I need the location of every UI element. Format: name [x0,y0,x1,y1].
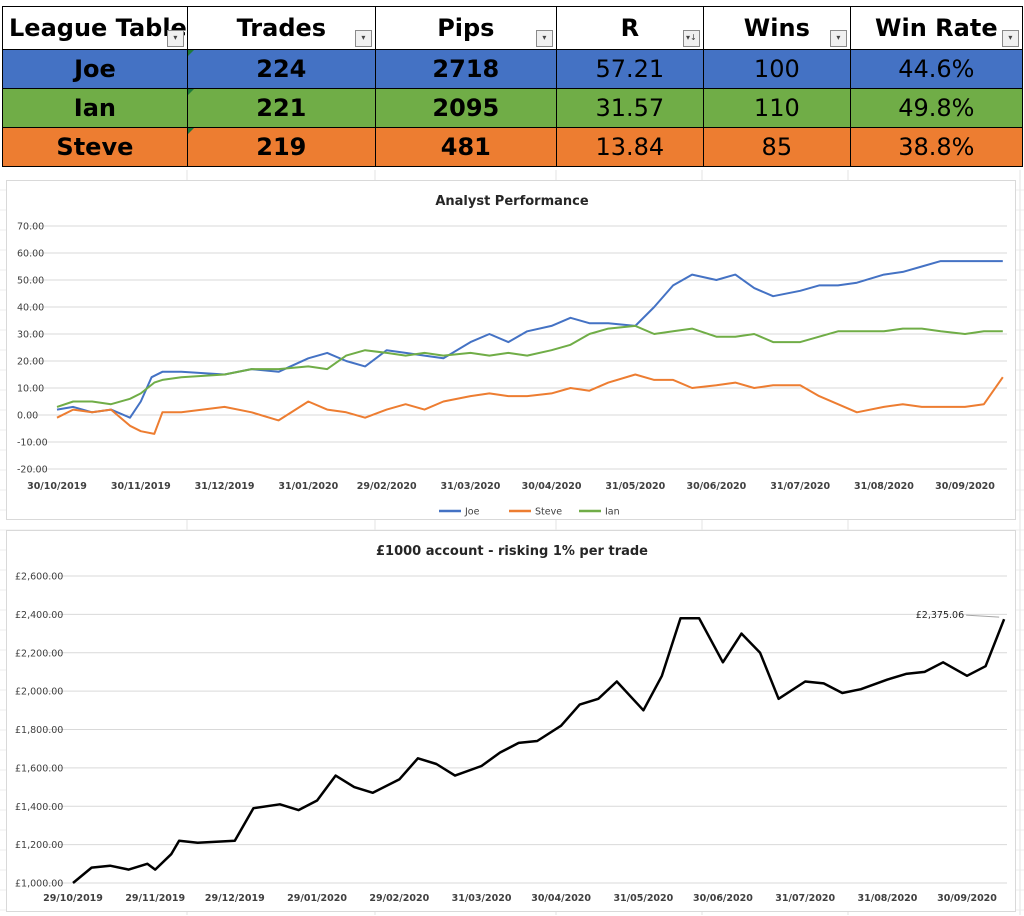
x-tick-label: 31/07/2020 [775,893,835,904]
account-balance-chart[interactable]: £1000 account - risking 1% per trade £2,6… [6,530,1016,912]
series-line-joe [56,260,1003,419]
cell-r[interactable]: 13.84 [555,127,704,167]
y-tick-label: £2,000.00 [15,687,63,698]
series-line-steve [56,373,1004,435]
cell-name[interactable]: Ian [2,88,188,128]
cell-trades[interactable]: 219 [186,127,376,167]
annotation-label: £2,375.06 [916,610,964,621]
account-balance-plot: £1000 account - risking 1% per trade £2,6… [15,544,1007,904]
cell-pips[interactable]: 2718 [374,49,557,89]
x-tick-label: 30/06/2020 [686,481,746,492]
x-tick-label: 30/11/2019 [111,481,171,492]
cell-trades[interactable]: 224 [186,49,376,89]
cell-wins[interactable]: 110 [702,88,851,128]
filter-dropdown-icon[interactable]: ▾ [535,30,553,47]
annotation-leader [966,614,1000,618]
x-tick-label: 31/07/2020 [770,481,830,492]
x-tick-label: 31/05/2020 [613,893,673,904]
chart-title: £1000 account - risking 1% per trade [376,544,648,559]
analyst-performance-chart[interactable]: Analyst Performance 70.00 60.00 50.00 40.00 3… [6,180,1016,520]
x-tick-label: 29/02/2020 [369,893,429,904]
y-tick-label: £1,800.00 [15,725,63,736]
y-tick-label: -20.00 [17,465,48,476]
y-tick-label: 40.00 [17,303,44,314]
x-tick-label: 30/06/2020 [693,893,753,904]
table-row: Ian 221 2095 31.57 110 49.8% [2,88,1023,128]
y-tick-label: £2,400.00 [15,610,63,621]
cell-r[interactable]: 31.57 [555,88,704,128]
x-tick-label: 31/01/2020 [278,481,338,492]
cell-pips[interactable]: 2095 [374,88,557,128]
series-line-balance [72,616,1006,884]
x-tick-label: 31/03/2020 [452,893,512,904]
cell-trades[interactable]: 221 [186,88,376,128]
x-tick-label: 30/10/2019 [27,481,87,492]
cell-win-rate[interactable]: 44.6% [849,49,1023,89]
legend-label: Ian [605,507,620,518]
league-table-header-row: League Table ▾ Trades ▾ Pips ▾ R ▾↓ Wins ▾ Wi… [2,6,1023,50]
cell-name[interactable]: Joe [2,49,188,89]
filter-dropdown-icon[interactable]: ▾ [166,30,184,47]
y-tick-label: £1,600.00 [15,763,63,774]
x-tick-label: 29/12/2019 [205,893,265,904]
header-win-rate[interactable]: Win Rate ▾ [849,6,1023,50]
x-tick-label: 31/12/2019 [195,481,255,492]
y-tick-label: £2,600.00 [15,572,63,583]
y-tick-label: 20.00 [17,357,44,368]
cell-wins[interactable]: 85 [702,127,851,167]
filter-dropdown-icon[interactable]: ▾ [354,30,372,47]
y-tick-label: 50.00 [17,276,44,287]
x-tick-label: 30/04/2020 [522,481,582,492]
legend-label: Steve [535,507,562,518]
comment-indicator-icon [188,128,194,134]
table-row: Steve 219 481 13.84 85 38.8% [2,127,1023,167]
y-tick-label: £1,400.00 [15,802,63,813]
x-tick-label: 31/03/2020 [441,481,501,492]
header-league-table[interactable]: League Table ▾ [2,6,188,50]
x-tick-label: 29/11/2019 [125,893,185,904]
x-tick-label: 29/01/2020 [287,893,347,904]
y-tick-label: 0.00 [17,411,38,422]
cell-win-rate[interactable]: 49.8% [849,88,1023,128]
filter-dropdown-icon[interactable]: ▾ [829,30,847,47]
x-tick-label: 31/05/2020 [605,481,665,492]
cell-pips[interactable]: 481 [374,127,557,167]
header-r[interactable]: R ▾↓ [555,6,704,50]
y-tick-label: 10.00 [17,384,44,395]
y-tick-label: £2,200.00 [15,648,63,659]
y-tick-label: 60.00 [17,249,44,260]
y-tick-label: £1,200.00 [15,840,63,851]
x-tick-label: 29/02/2020 [357,481,417,492]
y-tick-label: -10.00 [17,438,48,449]
header-trades[interactable]: Trades ▾ [186,6,376,50]
comment-indicator-icon [188,89,194,95]
cell-wins[interactable]: 100 [702,49,851,89]
table-row: Joe 224 2718 57.21 100 44.6% [2,49,1023,89]
league-table: League Table ▾ Trades ▾ Pips ▾ R ▾↓ Wins ▾ Wi… [2,6,1023,167]
x-tick-label: 29/10/2019 [43,893,103,904]
header-wins[interactable]: Wins ▾ [702,6,851,50]
cell-name[interactable]: Steve [2,127,188,167]
y-tick-label: 70.00 [17,222,44,233]
cell-win-rate[interactable]: 38.8% [849,127,1023,167]
filter-dropdown-icon[interactable]: ▾ [1001,30,1019,47]
x-tick-label: 31/08/2020 [854,481,914,492]
comment-indicator-icon [188,50,194,56]
x-tick-label: 30/04/2020 [531,893,591,904]
cell-r[interactable]: 57.21 [555,49,704,89]
x-tick-label: 31/08/2020 [858,893,918,904]
y-tick-label: 30.00 [17,330,44,341]
chart-title: Analyst Performance [435,194,589,209]
series-line-ian [56,324,1003,408]
x-tick-label: 30/09/2020 [935,481,995,492]
sort-filter-dropdown-icon[interactable]: ▾↓ [682,30,700,47]
header-pips[interactable]: Pips ▾ [374,6,557,50]
y-tick-label: £1,000.00 [15,879,63,890]
analyst-performance-plot: Analyst Performance 70.00 60.00 50.00 40.00 3… [17,194,1007,518]
legend-label: Joe [464,507,480,518]
x-tick-label: 30/09/2020 [937,893,997,904]
